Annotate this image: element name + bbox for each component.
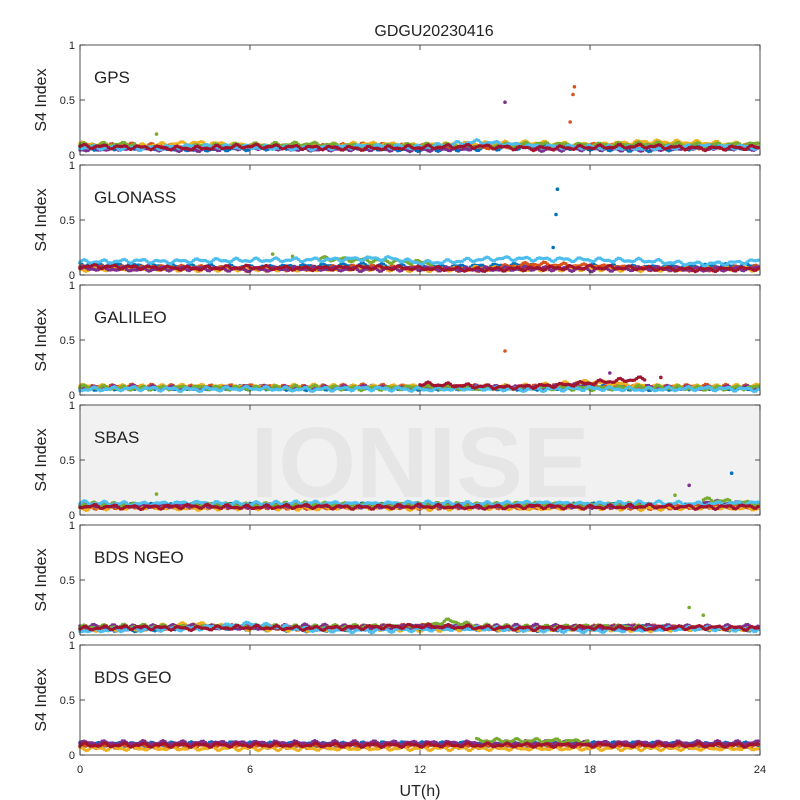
y-tick-label: 1	[69, 40, 75, 52]
data-point	[503, 349, 507, 353]
data-point	[270, 252, 275, 256]
data-point	[555, 187, 560, 191]
data-point	[572, 85, 577, 89]
data-point	[571, 92, 575, 97]
y-tick-label: 0.5	[60, 95, 75, 107]
y-axis-label: S4 Index	[33, 68, 50, 131]
y-tick-label: 1	[69, 160, 75, 172]
data-point	[756, 258, 760, 262]
y-axis-label: S4 Index	[33, 188, 50, 251]
panel-label: GPS	[94, 68, 130, 87]
panel-background	[80, 45, 760, 155]
data-point	[756, 266, 760, 271]
data-point	[503, 100, 507, 104]
data-point	[551, 245, 555, 250]
data-point	[756, 145, 760, 150]
data-point	[554, 212, 558, 217]
data-point	[154, 132, 159, 136]
data-point	[756, 141, 760, 145]
chart-title: GDGU20230416	[374, 23, 493, 40]
data-point	[568, 120, 572, 124]
y-tick-label: 0.5	[60, 215, 75, 227]
panel-label: GLONASS	[94, 188, 176, 207]
panel-background	[80, 285, 760, 395]
